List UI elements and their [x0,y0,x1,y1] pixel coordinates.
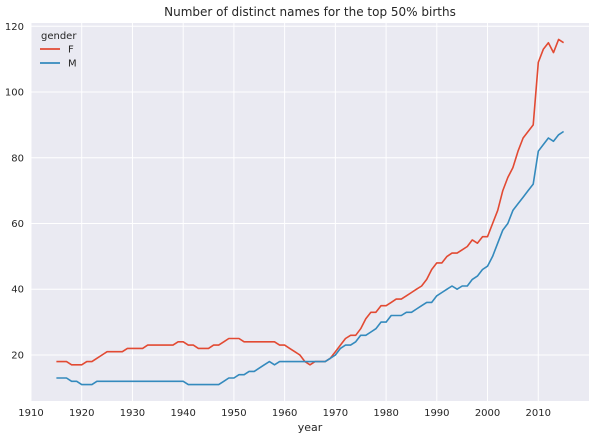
horizontal-gridlines [31,25,589,356]
legend: gender FM [40,31,77,70]
y-tick-label: 20 [11,350,24,361]
legend-title: gender [41,31,77,42]
x-tick-label: 1930 [120,408,145,419]
x-tick-label: 2010 [526,408,551,419]
legend-items: FM [40,45,77,70]
x-axis-label: year [298,421,323,434]
y-tick-label: 120 [5,22,24,33]
x-tick-label: 1980 [373,408,398,419]
y-tick-label: 100 [5,88,24,99]
x-tick-labels: 1910 1920 1930 1940 1950 1960 1970 1980 1990 2000… [18,408,551,419]
chart-title: Number of distinct names for the top 50%… [164,5,456,19]
legend-label-m: M [68,59,77,70]
legend-label-f: F [68,45,74,56]
x-tick-label: 1950 [221,408,246,419]
x-tick-label: 1910 [18,408,43,419]
plot-area [31,23,589,401]
series-line-f [56,38,565,366]
y-tick-labels: 20 40 60 80 100 120 [5,22,24,362]
x-tick-label: 1940 [170,408,195,419]
y-tick-label: 80 [11,153,24,164]
x-tick-label: 2000 [475,408,500,419]
x-tick-label: 1970 [323,408,348,419]
vertical-gridlines [30,23,539,401]
x-tick-label: 1990 [424,408,449,419]
series-lines [56,38,565,386]
y-tick-label: 40 [11,285,24,296]
x-tick-label: 1920 [69,408,94,419]
x-tick-label: 1960 [272,408,297,419]
series-line-m [56,130,565,386]
y-tick-label: 60 [11,219,24,230]
